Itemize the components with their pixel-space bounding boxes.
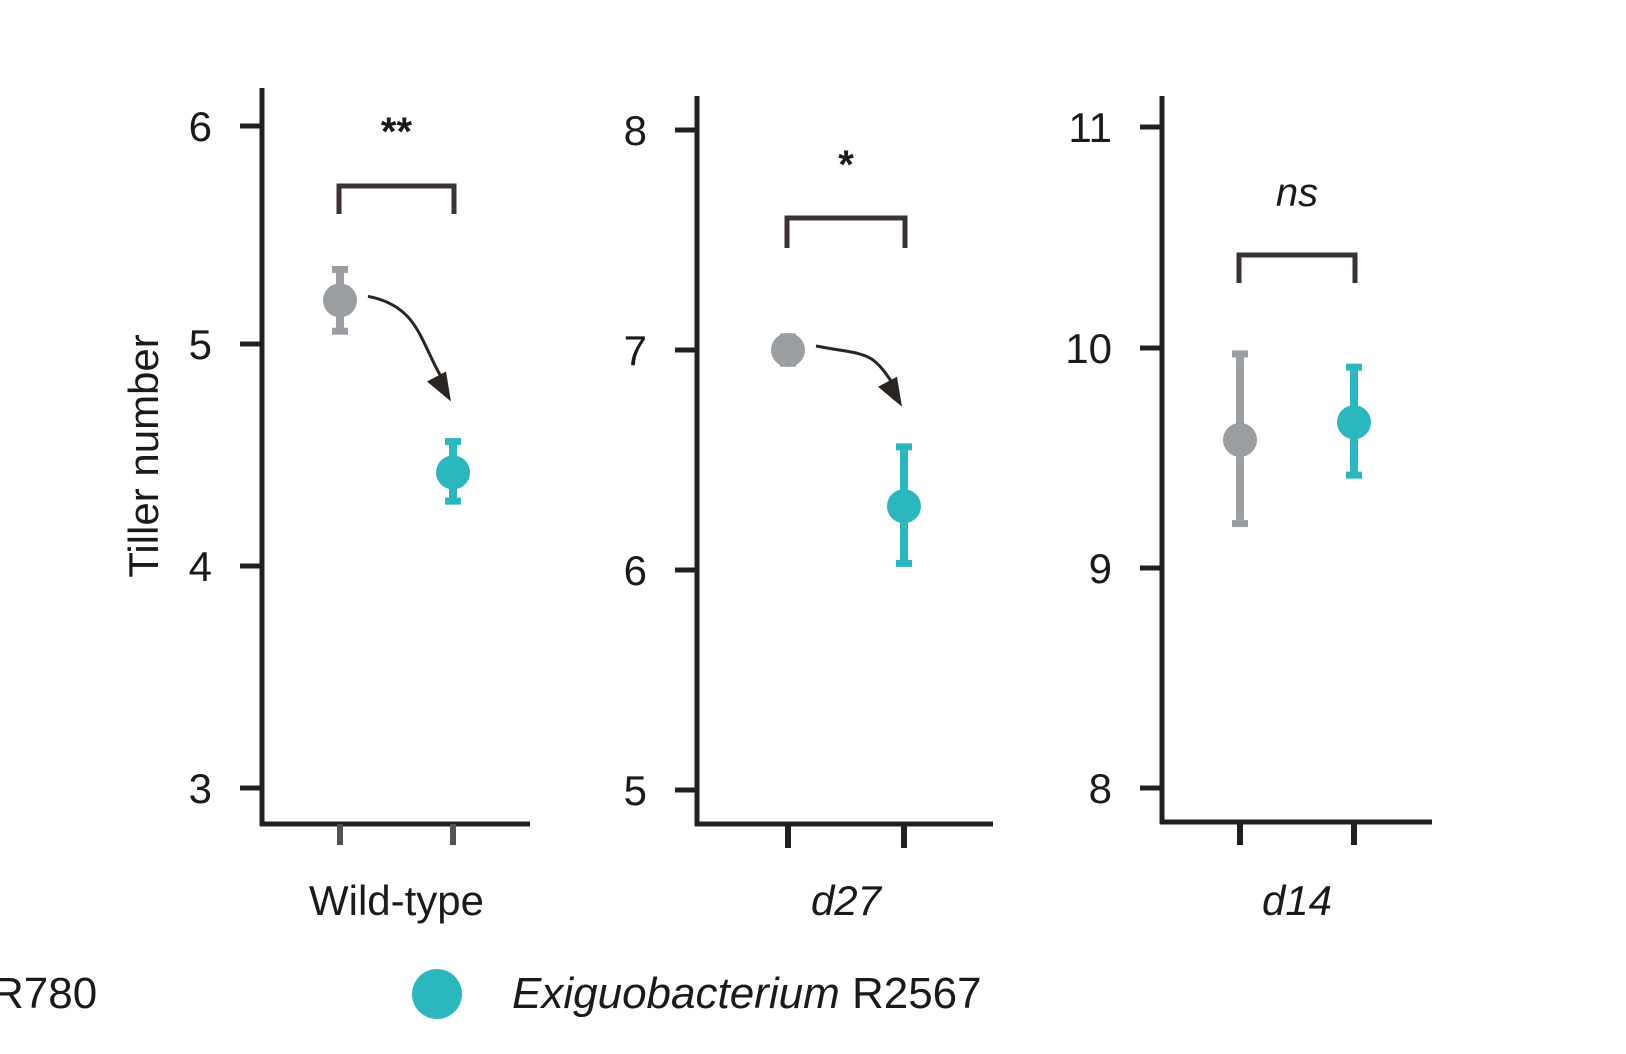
significance-bracket [784,215,908,248]
panel-wild-type: 3 4 5 6 Wild-type Tiller number ** [120,88,530,924]
legend-label: Exiguobacterium R2567 [512,969,982,1018]
group-label: d27 [811,877,883,924]
significance-label: * [838,143,854,187]
legend-label-italic: Exiguobacterium [512,969,840,1018]
group-label: d14 [1262,877,1332,924]
y-tick-label: 3 [189,765,212,812]
data-point [436,455,470,490]
trend-arrow-line [815,344,898,390]
y-tick-label: 5 [624,767,647,814]
legend: R780 Exiguobacterium R2567 [0,969,982,1019]
y-tick-label: 8 [1089,765,1112,812]
data-point [887,489,921,524]
significance-label: ** [381,110,413,154]
significance-bracket [336,183,457,214]
data-point [771,333,805,367]
legend-marker [412,969,462,1019]
y-tick-label: 5 [189,321,212,368]
y-tick-label: 7 [624,327,647,374]
legend-label-text: R2567 [840,969,982,1018]
significance-bracket [1236,252,1358,283]
data-point [323,283,357,318]
legend-label-text: R780 [0,969,97,1018]
trend-arrow-line [367,294,447,385]
significance-label: ns [1276,171,1318,215]
y-tick-label: 6 [624,547,647,594]
y-tick-label: 8 [624,107,647,154]
panel-d27: 5 6 7 8 d27 * [624,96,993,924]
trend-arrow-head [878,376,902,407]
y-tick-label: 6 [189,103,212,150]
y-axis-title: Tiller number [120,334,167,578]
y-tick-label: 11 [1068,104,1112,151]
legend-label: R780 [0,969,97,1018]
y-tick-label: 4 [189,543,212,590]
y-tick-label: 9 [1089,545,1112,592]
data-point [1337,405,1371,440]
data-point [1223,422,1257,457]
group-label: Wild-type [309,877,484,924]
trend-arrow-head [427,371,451,402]
panel-d14: 8 9 10 11 d14 ns [1065,96,1432,924]
y-tick-label: 10 [1065,325,1112,372]
